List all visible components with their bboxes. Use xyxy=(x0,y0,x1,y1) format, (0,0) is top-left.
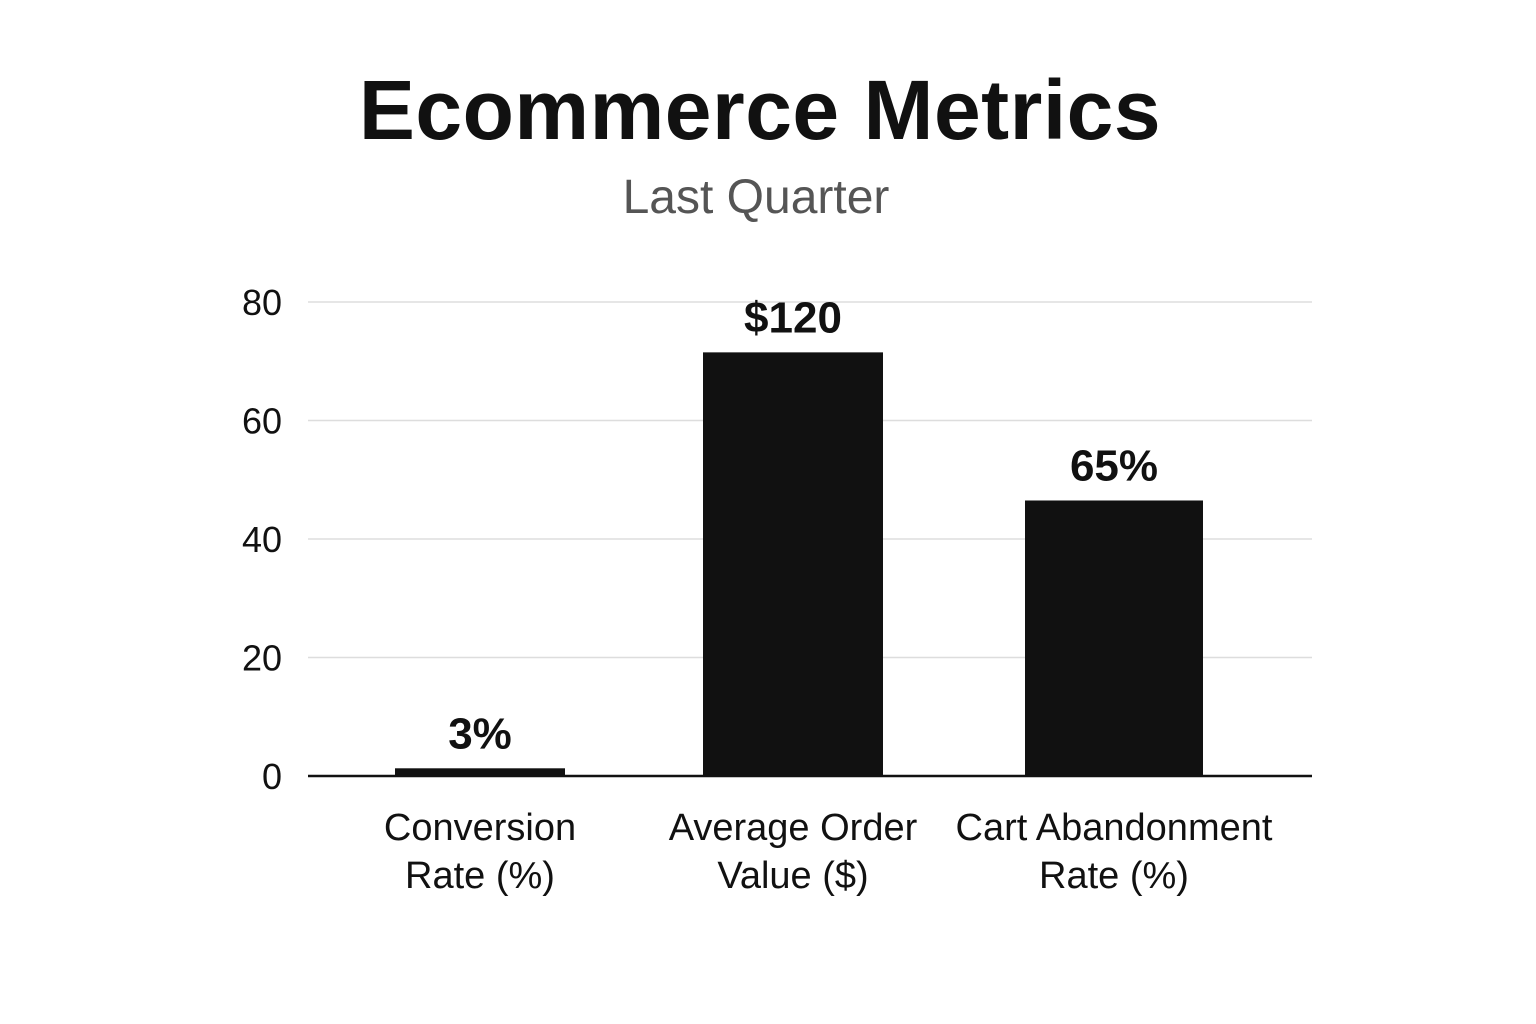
bar-data-label: 3% xyxy=(448,709,512,758)
chart-subtitle: Last Quarter xyxy=(622,171,890,224)
y-tick-label: 40 xyxy=(242,519,282,560)
x-category-label: Rate (%) xyxy=(405,855,555,897)
bar-data-label: $120 xyxy=(744,293,842,342)
y-tick-label: 20 xyxy=(242,638,282,679)
x-category-label: Rate (%) xyxy=(1039,855,1189,897)
bar-data-label: 65% xyxy=(1070,441,1158,490)
chart-title: Ecommerce Metrics xyxy=(358,63,1162,157)
bar xyxy=(703,352,883,776)
x-category-label: Conversion xyxy=(384,807,576,849)
x-category-label: Average Order xyxy=(669,807,918,849)
bar xyxy=(1025,500,1203,776)
y-tick-label: 60 xyxy=(242,401,282,442)
x-category-label: Cart Abandonment xyxy=(956,807,1273,849)
x-category-label: Value ($) xyxy=(717,855,868,897)
y-tick-label: 80 xyxy=(242,282,282,323)
y-tick-label: 0 xyxy=(262,756,282,797)
bar xyxy=(395,768,565,776)
